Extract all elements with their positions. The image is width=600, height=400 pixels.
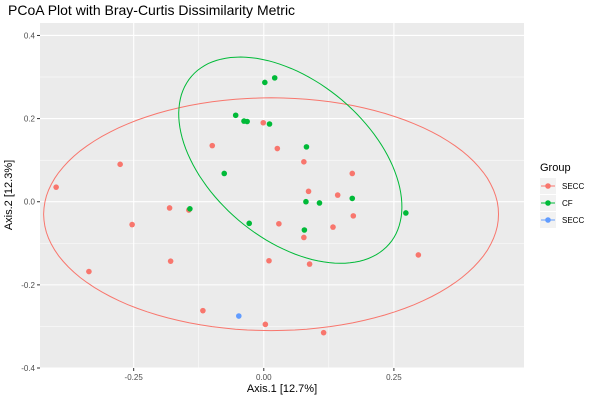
- data-point-series-0: [86, 268, 92, 275]
- data-point-series-1: [187, 206, 193, 212]
- data-point-series-0: [415, 252, 422, 258]
- data-point-series-0: [260, 119, 267, 126]
- legend-key-point: [545, 183, 551, 189]
- data-point-series-0: [200, 307, 206, 314]
- plot-panel: [40, 23, 524, 368]
- data-point-series-1: [271, 75, 278, 81]
- grid-lines: [40, 23, 524, 369]
- data-point-series-0: [209, 142, 216, 149]
- legend-entry-label: CF: [562, 199, 573, 208]
- data-point-series-0: [330, 224, 336, 230]
- data-point-series-0: [349, 170, 356, 177]
- data-point-series-0: [276, 220, 282, 227]
- data-point-series-1: [403, 210, 409, 216]
- y-tick-label: -0.4: [21, 364, 35, 373]
- legend-key-point: [545, 217, 551, 223]
- data-point-series-1: [303, 198, 309, 205]
- axis-layer: -0.25 0.00 0.25 -0.4 -0.2 0.0 0.2 0.4: [21, 31, 402, 382]
- data-point-series-1: [266, 121, 273, 127]
- data-point-series-0: [166, 205, 173, 211]
- data-point-series-0: [117, 161, 123, 168]
- data-point-series-2: [236, 313, 242, 319]
- chart-title: PCoA Plot with Bray-Curtis Dissimilarity…: [8, 2, 295, 18]
- data-point-series-0: [266, 257, 272, 264]
- x-axis-title: Axis.1 [12.7%]: [247, 383, 317, 395]
- data-point-series-1: [349, 195, 356, 202]
- data-point-series-1: [244, 118, 250, 125]
- data-point-series-0: [350, 213, 357, 219]
- data-point-series-0: [305, 188, 312, 195]
- y-tick-label: 0.4: [24, 31, 36, 40]
- y-tick-label: 0.2: [24, 115, 36, 124]
- x-tick-label: 0.25: [386, 373, 402, 382]
- y-axis-title: Axis.2 [12.3%]: [3, 160, 15, 230]
- data-point-series-0: [320, 329, 327, 336]
- data-point-series-1: [301, 227, 308, 233]
- data-point-series-1: [221, 170, 228, 177]
- data-point-series-0: [301, 159, 307, 165]
- data-point-series-1: [246, 220, 253, 227]
- legend-entry-label: SECC: [562, 216, 584, 225]
- data-point-series-1: [303, 144, 310, 150]
- x-tick-label: 0.00: [256, 373, 272, 382]
- data-point-series-0: [53, 184, 59, 190]
- legend-entry-label: SECC: [562, 182, 584, 191]
- legend-key-point: [545, 200, 551, 206]
- y-tick-label: -0.2: [21, 281, 35, 290]
- ellipse-layer: [43, 56, 500, 332]
- data-point-series-0: [129, 221, 135, 228]
- confidence-ellipse-cf: [178, 56, 403, 264]
- y-tick-label: 0.0: [24, 198, 36, 207]
- x-tick-label: -0.25: [125, 373, 144, 382]
- confidence-ellipse-secc: [43, 97, 500, 332]
- data-point-series-0: [262, 321, 269, 328]
- data-point-series-0: [306, 261, 313, 267]
- data-point-series-0: [301, 234, 307, 241]
- point-layer: [53, 75, 422, 336]
- data-point-series-1: [232, 112, 239, 119]
- data-point-series-0: [274, 145, 281, 152]
- legend: Group SECC CF SECC: [540, 162, 584, 228]
- legend-title: Group: [540, 162, 571, 174]
- data-point-series-0: [334, 192, 341, 198]
- data-point-series-1: [316, 200, 323, 206]
- data-point-series-1: [262, 79, 268, 86]
- data-point-series-0: [167, 258, 174, 264]
